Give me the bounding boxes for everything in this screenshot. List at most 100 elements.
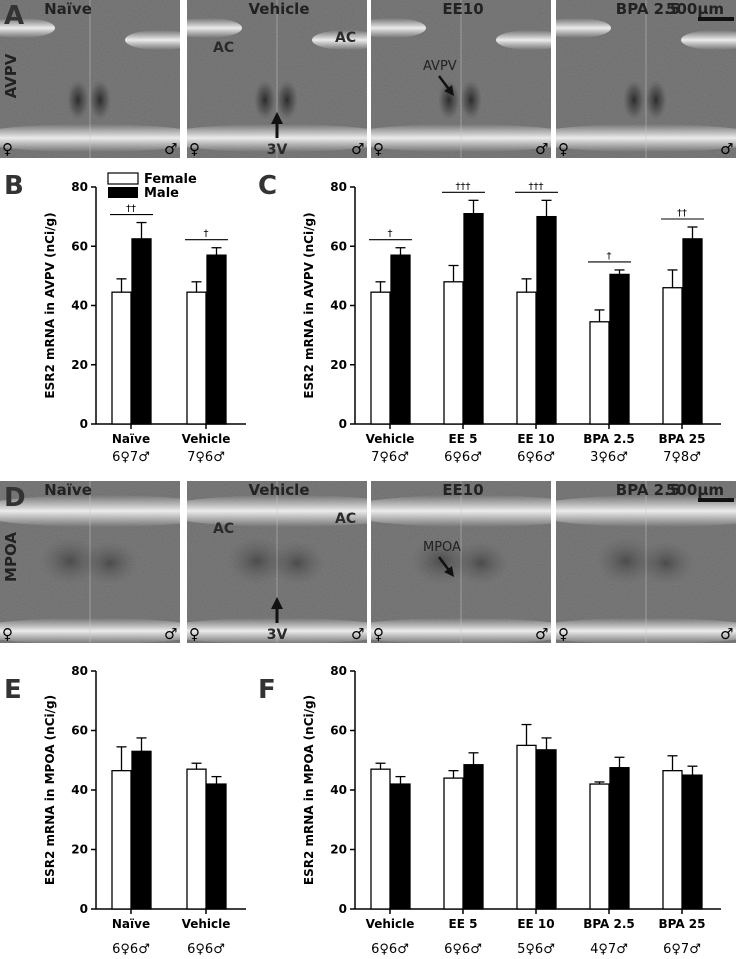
- x-tick-label: Vehicle: [366, 917, 415, 931]
- female-symbol: ♀: [373, 140, 384, 158]
- n-label: 7♀8♂: [663, 450, 701, 465]
- male-bar: [390, 254, 411, 425]
- image-row-avpv: Naïve ♀ ♂ Vehicle ♀ ♂ AC AC 3V EE10 ♀ ♂ AVPV BPA 2.5 ♀…: [0, 0, 736, 158]
- male-bar: [682, 238, 703, 425]
- female-bar: [516, 291, 537, 425]
- legend-male-label: Male: [144, 186, 179, 201]
- y-tick-label: 20: [71, 358, 88, 372]
- 3v-label: 3V: [267, 142, 288, 158]
- female-symbol: ♀: [558, 140, 569, 158]
- male-bar: [463, 764, 484, 910]
- y-tick-label: 40: [71, 299, 88, 313]
- n-label: 5♀6♂: [517, 942, 555, 957]
- section-image: EE10 ♀ ♂ MPOA: [371, 481, 551, 643]
- y-tick-label: 0: [80, 417, 88, 431]
- y-tick-label: 20: [71, 843, 88, 857]
- n-label: 4♀7♂: [590, 942, 628, 957]
- female-symbol: ♀: [558, 625, 569, 643]
- scale-bar: [698, 498, 734, 502]
- image-title: BPA 2.5: [616, 0, 680, 18]
- y-tick-label: 60: [330, 239, 347, 253]
- female-symbol: ♀: [189, 625, 200, 643]
- x-tick-label: Vehicle: [182, 432, 231, 446]
- male-symbol: ♂: [164, 625, 177, 643]
- female-bar: [662, 770, 683, 910]
- n-label: 6♀7♂: [112, 450, 150, 465]
- ac-label-right: AC: [335, 30, 356, 46]
- legend-female-label: Female: [144, 172, 197, 187]
- image-title: EE10: [442, 481, 483, 499]
- y-axis-label: ESR2 mRNA in AVPV (nCi/g): [302, 212, 316, 398]
- male-symbol: ♂: [535, 140, 548, 158]
- female-bar: [443, 777, 464, 910]
- section-image: BPA 2.5 ♀ ♂ 500μm: [556, 481, 736, 643]
- y-tick-label: 80: [330, 664, 347, 678]
- female-bar: [516, 744, 537, 910]
- image-title: BPA 2.5: [616, 481, 680, 499]
- n-label: 7♀6♂: [187, 450, 225, 465]
- n-label: 7♀6♂: [371, 450, 409, 465]
- image-title: Vehicle: [249, 481, 310, 499]
- significance-marker: †††: [529, 181, 544, 192]
- panel-letter-c: C: [258, 171, 277, 201]
- y-tick-label: 20: [330, 843, 347, 857]
- charts: 0 20 40 60 80 ESR2 mRNA in AVPV (nCi/g) Naïve 6…: [43, 180, 721, 957]
- legend-female-swatch: [107, 172, 139, 185]
- x-tick-label: EE 10: [517, 432, 554, 446]
- x-tick-label: EE 5: [449, 432, 478, 446]
- male-bar: [536, 215, 557, 425]
- x-tick-label: EE 10: [517, 917, 554, 931]
- panel-letter-a: A: [4, 1, 24, 31]
- image-title: Naïve: [44, 481, 92, 499]
- male-bar: [390, 783, 411, 910]
- panel-letter-b: B: [4, 171, 24, 201]
- y-tick-label: 80: [330, 180, 347, 194]
- male-symbol: ♂: [720, 140, 733, 158]
- male-symbol: ♂: [164, 140, 177, 158]
- male-bar: [536, 749, 557, 910]
- x-tick-label: Naïve: [112, 432, 150, 446]
- scale-bar: [698, 17, 734, 21]
- legend-male-swatch: [108, 187, 138, 198]
- x-tick-label: BPA 25: [658, 917, 705, 931]
- row-label: AVPV: [2, 53, 20, 98]
- male-bar: [131, 750, 152, 910]
- section-image: BPA 2.5 ♀ ♂ 500μm: [556, 0, 736, 158]
- y-tick-label: 40: [330, 783, 347, 797]
- n-label: 6♀6♂: [517, 450, 555, 465]
- male-symbol: ♂: [351, 625, 364, 643]
- female-symbol: ♀: [2, 625, 13, 643]
- legend: Female Male: [107, 172, 197, 201]
- n-label: 6♀6♂: [371, 942, 409, 957]
- male-bar: [131, 238, 152, 425]
- image-title: EE10: [442, 0, 483, 18]
- male-bar: [463, 213, 484, 425]
- image-title: Naïve: [44, 0, 92, 18]
- panel-letter-f: F: [258, 675, 276, 705]
- n-label: 6♀6♂: [112, 942, 150, 957]
- y-axis-label: ESR2 mRNA in MPOA (nCi/g): [43, 695, 57, 885]
- y-tick-label: 0: [80, 902, 88, 916]
- y-tick-label: 0: [339, 902, 347, 916]
- x-tick-label: Naïve: [112, 917, 150, 931]
- x-tick-label: Vehicle: [182, 917, 231, 931]
- chart-b: 0 20 40 60 80 ESR2 mRNA in AVPV (nCi/g) Naïve 6…: [43, 180, 246, 465]
- y-tick-label: 60: [71, 724, 88, 738]
- female-bar: [111, 770, 132, 910]
- y-axis-label: ESR2 mRNA in MPOA (nCi/g): [302, 695, 316, 885]
- female-bar: [370, 768, 391, 910]
- significance-marker: †: [607, 251, 612, 262]
- n-label: 6♀7♂: [663, 942, 701, 957]
- significance-marker: ††: [126, 204, 136, 215]
- ac-label-left: AC: [213, 521, 234, 537]
- x-tick-label: Vehicle: [366, 432, 415, 446]
- section-image: Vehicle ♀ ♂ AC AC 3V: [187, 481, 367, 643]
- region-label: AVPV: [423, 59, 457, 74]
- female-bar: [186, 768, 207, 910]
- significance-marker: †: [204, 229, 209, 240]
- male-symbol: ♂: [535, 625, 548, 643]
- female-bar: [370, 291, 391, 425]
- chart-e: 0 20 40 60 80 ESR2 mRNA in MPOA (nCi/g) Naïve 6…: [43, 664, 246, 957]
